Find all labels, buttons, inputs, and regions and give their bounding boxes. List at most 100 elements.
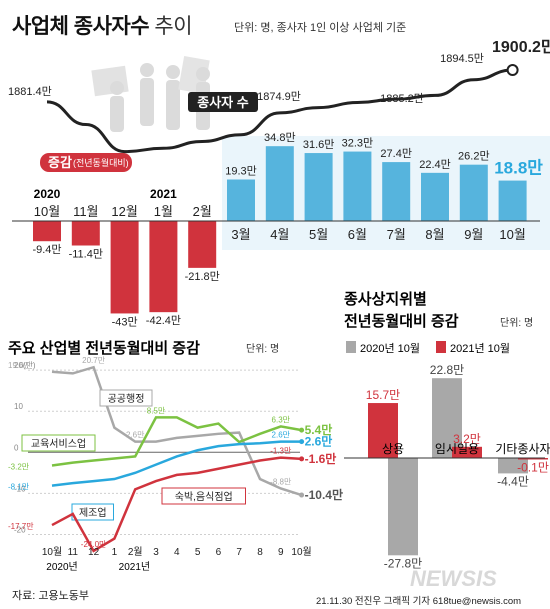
yoy-bar — [382, 162, 411, 221]
status-category-label: 상용 — [382, 442, 404, 456]
industry-series-tag-label: 교육서비스업 — [31, 437, 86, 450]
yoy-value-label: -21.8만 — [185, 270, 220, 283]
yoy-value-label: 26.2만 — [458, 150, 490, 163]
industry-unit: 단위: 명 — [246, 342, 279, 355]
industry-series-tag — [71, 503, 114, 521]
status-bar — [452, 446, 482, 458]
yoy-bar — [459, 164, 488, 221]
yoy-value-label: 27.4만 — [380, 147, 412, 160]
status-title-line: 종사상지위별 — [344, 290, 427, 308]
industry-value-label: 2.6만 — [305, 434, 333, 449]
status-value-label: -4.4만 — [497, 474, 529, 488]
status-value-label: -0.1만 — [517, 461, 549, 475]
status-value-label: -27.8만 — [384, 556, 422, 570]
page-title: 사업체 종사자수 추이 — [12, 15, 193, 38]
month-tick-label: 4월 — [270, 227, 289, 242]
industry-value-label: -17.7만 — [8, 522, 34, 531]
yoy-value-label: -9.4만 — [32, 243, 61, 256]
status-category-label: 기타종사자 — [495, 442, 550, 456]
yoy-value-label: -11.4만 — [69, 248, 103, 261]
industry-ytick-label: 20(만) — [14, 361, 36, 370]
legend-badge — [40, 153, 132, 172]
industry-series-tag — [161, 487, 246, 505]
legend-sub-label: (전년동월대비) — [73, 157, 129, 168]
newsis-watermark: NEWSIS — [410, 566, 497, 591]
yoy-value-label: 18.8만 — [494, 159, 543, 178]
industry-series-tag — [99, 389, 153, 407]
status-value-label: 22.8만 — [430, 363, 464, 377]
workers-illustration — [91, 56, 210, 132]
industry-series-tag-label: 제조업 — [79, 506, 107, 519]
yoy-value-label: 34.8만 — [264, 131, 296, 144]
yoy-bar — [421, 172, 449, 221]
yoy-value-label: 22.4만 — [419, 158, 451, 171]
industry-value-label: -1.3만 — [270, 447, 292, 456]
industry-xtick-label: 12 — [88, 547, 100, 558]
industry-value-label: 8.5만 — [147, 406, 166, 415]
status-title-line: 전년동월대비 증감 — [344, 312, 459, 330]
employees-value-label: 1900.2만 — [492, 38, 550, 56]
industry-value-label: 6.3만 — [272, 415, 291, 424]
industry-series-line — [51, 440, 302, 487]
yoy-bar — [227, 179, 255, 221]
employees-value-label: 1874.9만 — [257, 90, 301, 103]
employees-value-label: 1894.5만 — [440, 52, 484, 65]
industry-series-tag-label: 숙박,음식점업 — [175, 490, 233, 503]
yoy-bar — [304, 153, 333, 221]
status-bar — [518, 458, 548, 460]
industry-value-label: 2.6만 — [126, 431, 145, 440]
industry-chart-title: 주요 산업별 전년동월대비 증감 — [8, 339, 200, 357]
employees-end-marker — [506, 64, 519, 77]
yoy-bar — [71, 221, 100, 246]
yoy-bar — [265, 146, 294, 221]
industry-ytick-label: 10 — [14, 402, 23, 411]
status-value-label: 15.7만 — [366, 388, 400, 402]
status-legend-label: 2021년 10월 — [450, 342, 510, 355]
series-badge — [188, 92, 258, 112]
industry-xtick-label: 6 — [216, 547, 222, 558]
status-value-label: 3.2만 — [453, 432, 481, 446]
year-label: 2021 — [150, 187, 177, 201]
source-note: 자료: 고용노동부 — [12, 590, 89, 602]
month-tick-label: 5월 — [309, 227, 328, 242]
industry-value-label: -3.2만 — [8, 462, 30, 471]
month-tick-label: 2월 — [193, 204, 212, 219]
industry-xtick-label: 3 — [153, 547, 159, 558]
industry-end-marker — [299, 492, 305, 498]
industry-value-label: 19.6만 — [8, 361, 32, 370]
month-tick-label: 7월 — [387, 227, 406, 242]
status-bar — [368, 403, 398, 458]
status-bar — [388, 458, 418, 556]
industry-value-label: -8.1만 — [8, 483, 30, 492]
yoy-bar — [149, 221, 178, 313]
year-label: 2020 — [34, 187, 61, 201]
industry-chart: 주요 산업별 전년동월대비 증감 단위: 명 20(만) 10 0 -10 -20 19.6만… — [8, 339, 343, 573]
industry-series-line — [51, 456, 302, 553]
industry-xtick-label: 8 — [257, 547, 263, 558]
industry-value-label: -1.6만 — [305, 451, 337, 466]
month-tick-label: 10월 — [34, 204, 60, 219]
industry-xtick-label: 1 — [112, 547, 118, 558]
yoy-value-label: -43만 — [112, 315, 138, 328]
industry-ytick-label: -20 — [14, 526, 26, 535]
month-tick-label: 8월 — [425, 227, 444, 242]
yoy-bar — [343, 151, 372, 221]
employees-value-label: 1885.2만 — [380, 92, 424, 105]
industry-xtick-label: 2월 — [128, 546, 143, 558]
month-tick-label: 9월 — [464, 227, 483, 242]
legend-label: 증감 — [48, 155, 72, 170]
industry-ytick-label: 0 — [14, 443, 19, 452]
status-legend-swatch — [346, 341, 356, 353]
status-category-label: 임시일용 — [435, 442, 479, 456]
industry-series-line — [51, 365, 302, 497]
employees-series-line — [46, 68, 513, 154]
yoy-bar — [188, 221, 217, 268]
industry-series-line — [51, 416, 302, 467]
industry-year-label: 2021년 — [119, 561, 150, 573]
industry-end-marker — [299, 427, 305, 433]
employees-value-label: 1881.4만 — [8, 85, 52, 98]
industry-xtick-label: 10월 — [291, 546, 311, 558]
yoy-value-label: 19.3만 — [225, 165, 257, 178]
industry-series-tag — [21, 434, 96, 452]
